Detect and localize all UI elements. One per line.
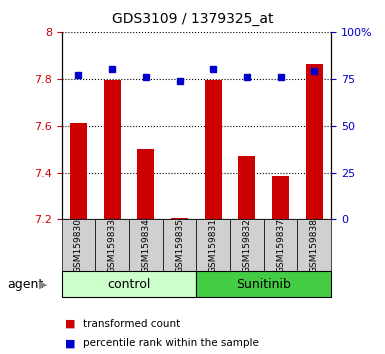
Text: GSM159832: GSM159832 xyxy=(243,218,251,273)
Text: GSM159833: GSM159833 xyxy=(108,218,117,273)
Bar xyxy=(95,219,129,271)
Text: GSM159835: GSM159835 xyxy=(175,218,184,273)
Bar xyxy=(196,219,230,271)
Bar xyxy=(306,63,323,219)
Bar xyxy=(62,271,196,297)
Text: GSM159830: GSM159830 xyxy=(74,218,83,273)
Bar xyxy=(272,176,289,219)
Text: transformed count: transformed count xyxy=(83,319,180,329)
Text: agent: agent xyxy=(8,279,44,291)
Bar xyxy=(171,218,188,219)
Bar xyxy=(205,80,222,219)
Text: Sunitinib: Sunitinib xyxy=(236,278,291,291)
Bar xyxy=(129,219,162,271)
Bar xyxy=(298,219,331,271)
Text: ■: ■ xyxy=(65,319,76,329)
Bar xyxy=(70,123,87,219)
Text: GSM159834: GSM159834 xyxy=(141,218,150,273)
Bar xyxy=(196,271,331,297)
Text: ▶: ▶ xyxy=(38,280,47,290)
Text: control: control xyxy=(107,278,151,291)
Text: GSM159838: GSM159838 xyxy=(310,218,319,273)
Bar xyxy=(104,80,121,219)
Bar xyxy=(137,149,154,219)
Bar xyxy=(238,156,255,219)
Text: percentile rank within the sample: percentile rank within the sample xyxy=(83,338,259,348)
Bar xyxy=(62,219,95,271)
Bar xyxy=(264,219,298,271)
Text: GSM159831: GSM159831 xyxy=(209,218,218,273)
Bar xyxy=(162,219,196,271)
Text: GSM159837: GSM159837 xyxy=(276,218,285,273)
Text: ■: ■ xyxy=(65,338,76,348)
Bar xyxy=(230,219,264,271)
Text: GDS3109 / 1379325_at: GDS3109 / 1379325_at xyxy=(112,12,273,27)
